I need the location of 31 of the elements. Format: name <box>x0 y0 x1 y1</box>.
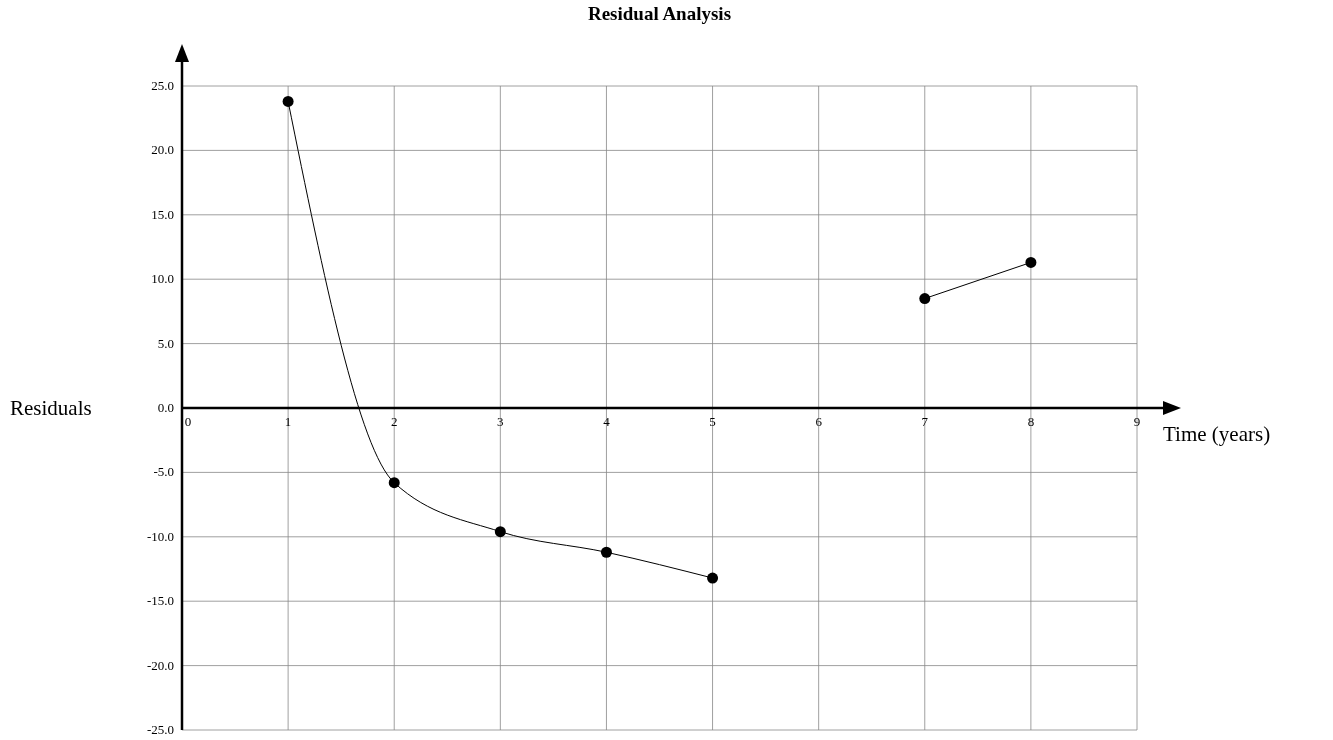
x-tick-label: 8 <box>1027 414 1035 429</box>
y-axis-title: Residuals <box>10 396 92 420</box>
x-tick-label: 6 <box>815 414 823 429</box>
y-tick-label: -10.0 <box>146 528 174 544</box>
x-tick-label: 3 <box>497 414 504 429</box>
x-tick-label: 4 <box>603 414 611 429</box>
y-tick-label: 15.0 <box>151 206 174 222</box>
x-tick-label: 7 <box>921 414 929 429</box>
chart-title: Residual Analysis <box>587 3 732 24</box>
y-tick-label: 5.0 <box>157 335 174 351</box>
point <box>282 95 294 107</box>
y-tick-label: 25.0 <box>151 78 174 93</box>
y-tick-label: -20.0 <box>146 657 174 673</box>
point <box>1025 256 1037 268</box>
point <box>494 526 506 538</box>
y-tick-label: 20.0 <box>151 142 174 158</box>
x-tick-label: 2 <box>390 414 398 429</box>
point <box>600 546 612 558</box>
x-tick-label: 1 <box>284 414 292 429</box>
y-tick-label: -5.0 <box>153 464 174 480</box>
x-axis-title: Time (years) <box>1163 422 1271 446</box>
x-tick-label: 9 <box>1133 414 1141 429</box>
x-tick-label: 0 <box>184 414 192 429</box>
point <box>707 572 719 584</box>
y-tick-label: -25.0 <box>146 722 174 737</box>
y-tick-label: 10.0 <box>151 271 174 287</box>
y-tick-label: -15.0 <box>146 593 174 609</box>
y-tick-label: 0.0 <box>157 400 174 415</box>
point <box>388 477 400 489</box>
x-tick-label: 5 <box>709 414 716 429</box>
point <box>919 293 931 305</box>
